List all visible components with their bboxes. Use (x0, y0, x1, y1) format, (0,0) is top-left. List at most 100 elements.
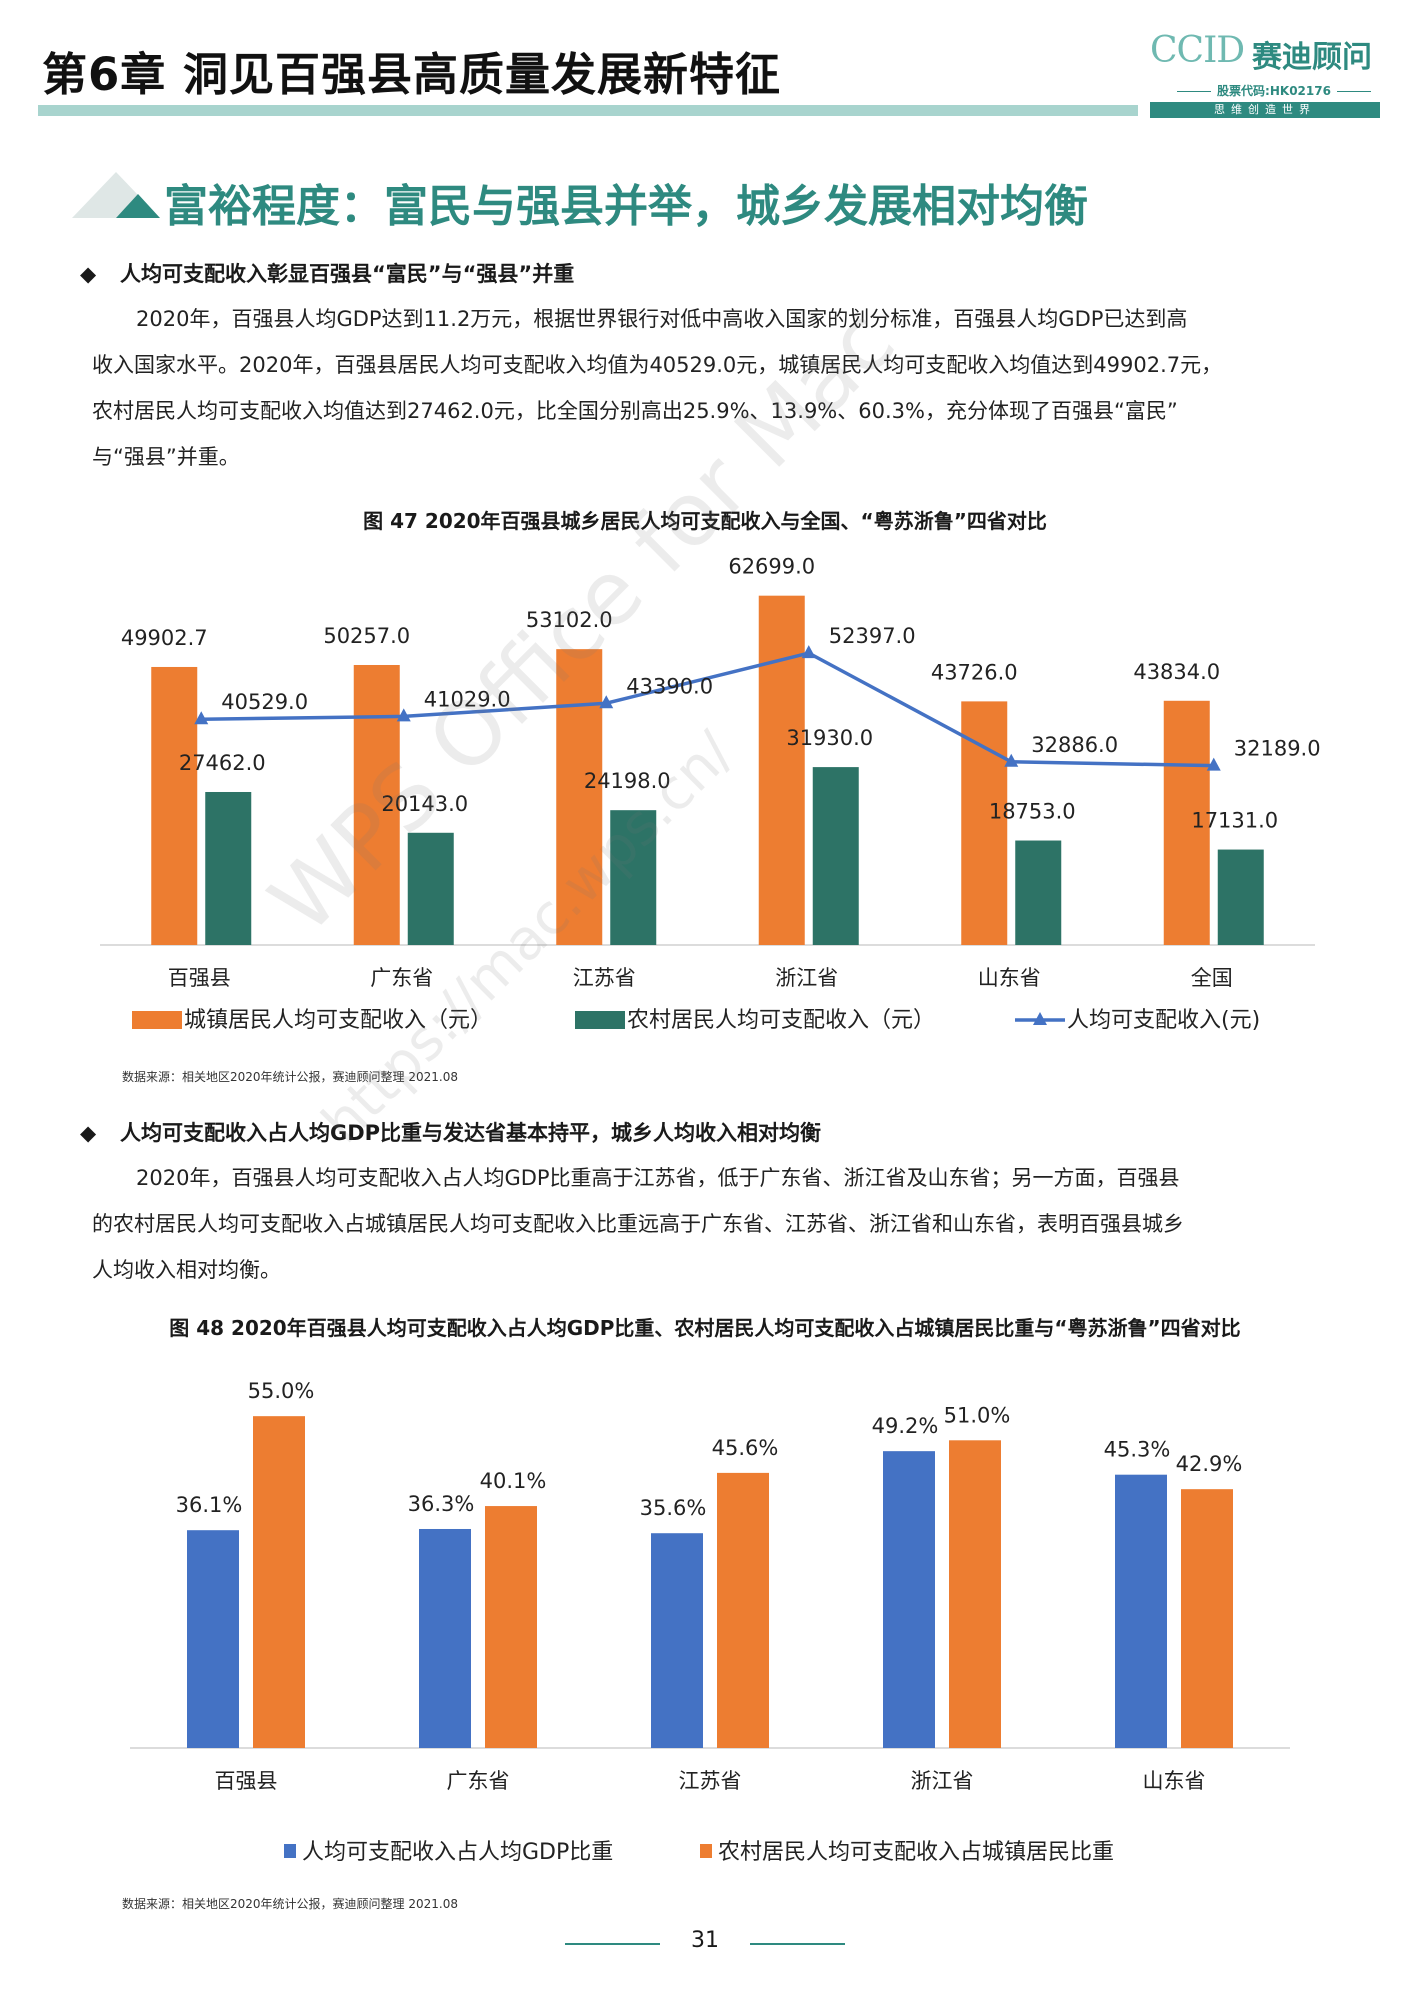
urban-income-bar (151, 666, 198, 945)
category-label: 广东省 (447, 1769, 510, 1793)
income-gdp-ratio-label: 36.3% (408, 1492, 475, 1516)
logo-slogan: 思维创造世界 (1150, 102, 1380, 118)
rural-urban-ratio-label: 40.1% (480, 1469, 547, 1493)
legend-urban-swatch (132, 1011, 182, 1029)
logo-name: 赛迪顾问 (1252, 40, 1372, 75)
legend-line-marker (1033, 1012, 1047, 1025)
rural-urban-ratio-bar (717, 1472, 769, 1748)
rural-income-label: 18753.0 (989, 800, 1076, 824)
urban-income-label: 43834.0 (1133, 660, 1220, 684)
paragraph-line: 农村居民人均可支配收入均值达到27462.0元，比全国分别高出25.9%、13.… (92, 399, 1178, 423)
rural-urban-ratio-bar (485, 1506, 537, 1748)
page-number-line-left (565, 1943, 660, 1945)
legend-ratio1-swatch (284, 1844, 296, 1858)
category-label: 江苏省 (679, 1769, 742, 1793)
rural-income-bar (407, 832, 454, 945)
income-gdp-ratio-label: 49.2% (872, 1414, 939, 1438)
avg-income-line (201, 651, 1214, 768)
avg-income-label: 41029.0 (424, 687, 511, 711)
avg-income-label: 43390.0 (626, 674, 713, 698)
income-gdp-ratio-bar (883, 1451, 935, 1748)
logo-stock-code: 股票代码:HK02176 (1170, 82, 1378, 99)
paragraph-line: 人均收入相对均衡。 (92, 1258, 281, 1282)
rural-income-label: 17131.0 (1191, 809, 1278, 833)
diamond-bullet-icon: ◆ (80, 1121, 97, 1145)
urban-income-bar (556, 649, 603, 945)
paragraph-line: 2020年，百强县人均GDP达到11.2万元，根据世界银行对低中高收入国家的划分… (136, 307, 1188, 331)
legend-rural-swatch (575, 1011, 625, 1029)
urban-income-label: 53102.0 (526, 608, 613, 632)
rural-income-label: 27462.0 (179, 751, 266, 775)
paragraph-line: 收入国家水平。2020年，百强县居民人均可支配收入均值为40529.0元，城镇居… (92, 353, 1223, 377)
chapter-title: 第6章 洞见百强县高质量发展新特征 (42, 48, 781, 101)
rural-urban-ratio-label: 42.9% (1176, 1452, 1243, 1476)
header-divider (38, 105, 1138, 116)
avg-income-point (396, 708, 411, 722)
avg-income-label: 32886.0 (1031, 733, 1118, 757)
page-number: 31 (691, 1928, 719, 1953)
paragraph-line: 与“强县”并重。 (92, 445, 240, 469)
category-label: 百强县 (215, 1769, 278, 1793)
rural-income-bar (1217, 849, 1264, 945)
rural-income-bar (205, 791, 252, 945)
urban-income-bar (961, 701, 1008, 945)
category-label: 山东省 (978, 966, 1041, 990)
income-gdp-ratio-label: 35.6% (640, 1496, 707, 1520)
avg-income-point (801, 645, 816, 659)
category-label: 广东省 (370, 966, 433, 990)
rural-urban-ratio-bar (1181, 1489, 1233, 1748)
avg-income-label: 32189.0 (1234, 737, 1321, 761)
income-gdp-ratio-label: 36.1% (176, 1493, 243, 1517)
avg-income-label: 52397.0 (829, 624, 916, 648)
avg-income-point (194, 711, 209, 725)
rural-income-label: 20143.0 (381, 792, 468, 816)
urban-income-label: 43726.0 (931, 660, 1018, 684)
income-gdp-ratio-bar (187, 1530, 239, 1748)
category-label: 山东省 (1143, 1769, 1206, 1793)
legend-rural-text: 农村居民人均可支配收入（元） (627, 1008, 935, 1033)
paragraph-1: 2020年，百强县人均GDP达到11.2万元，根据世界银行对低中高收入国家的划分… (92, 296, 1342, 480)
avg-income-point (599, 695, 614, 709)
rural-income-label: 31930.0 (786, 726, 873, 750)
urban-income-bar (758, 595, 805, 945)
income-gdp-ratio-bar (419, 1528, 471, 1748)
category-label: 江苏省 (573, 966, 636, 990)
income-gdp-ratio-bar (651, 1533, 703, 1748)
figure-48-chart: 36.1% 55.0% 百强县 36.3%40.1% 广东省 35.6% 45.6% 江苏省 4… (130, 1379, 1290, 1865)
category-label: 浙江省 (911, 1769, 974, 1793)
figure-48-title: 图 48 2020年百强县人均可支配收入占人均GDP比重、农村居民人均可支配收入… (169, 1316, 1241, 1340)
rural-income-bar (1015, 840, 1062, 945)
figure-47-source: 数据来源：相关地区2020年统计公报，赛迪顾问整理 2021.08 (122, 1070, 458, 1084)
legend-line-text: 人均可支配收入(元) (1067, 1008, 1260, 1033)
bullet-heading-1-text: 人均可支配收入彰显百强县“富民”与“强县”并重 (120, 262, 575, 286)
avg-income-point (1004, 753, 1019, 767)
rural-urban-ratio-bar (949, 1440, 1001, 1748)
rural-urban-ratio-bar (253, 1416, 305, 1748)
rural-urban-ratio-label: 45.6% (712, 1436, 779, 1460)
bullet-heading-1: ◆ 人均可支配收入彰显百强县“富民”与“强县”并重 (80, 258, 574, 288)
urban-income-label: 49902.7 (121, 626, 208, 650)
figure-48-source: 数据来源：相关地区2020年统计公报，赛迪顾问整理 2021.08 (122, 1897, 458, 1911)
logo-ccid: CCID (1150, 30, 1245, 71)
urban-income-label: 50257.0 (323, 624, 410, 648)
paragraph-2: 2020年，百强县人均可支配收入占人均GDP比重高于江苏省，低于广东省、浙江省及… (92, 1155, 1342, 1293)
rural-urban-ratio-label: 51.0% (944, 1403, 1011, 1427)
paragraph-line: 2020年，百强县人均可支配收入占人均GDP比重高于江苏省，低于广东省、浙江省及… (136, 1166, 1180, 1190)
avg-income-point (1206, 757, 1221, 771)
urban-income-bar (353, 664, 400, 945)
avg-income-label: 40529.0 (221, 690, 308, 714)
rural-income-bar (610, 810, 657, 945)
company-logo: CCID 赛迪顾问 股票代码:HK02176 思维创造世界 (1150, 30, 1380, 118)
section-title: 富裕程度：富民与强县并举，城乡发展相对均衡 (164, 181, 1088, 232)
category-label: 全国 (1191, 966, 1233, 990)
rural-income-label: 24198.0 (584, 769, 671, 793)
rural-urban-ratio-label: 55.0% (248, 1379, 315, 1403)
category-label: 浙江省 (775, 966, 838, 990)
category-label: 百强县 (168, 966, 231, 990)
legend-ratio2-text: 农村居民人均可支配收入占城镇居民比重 (718, 1840, 1114, 1865)
legend-ratio2-swatch (700, 1844, 712, 1858)
rural-income-bar (812, 767, 859, 945)
paragraph-line: 的农村居民人均可支配收入占城镇居民人均可支配收入比重远高于广东省、江苏省、浙江省… (92, 1212, 1184, 1236)
income-gdp-ratio-label: 45.3% (1104, 1438, 1171, 1462)
page-number-line-right (750, 1943, 845, 1945)
